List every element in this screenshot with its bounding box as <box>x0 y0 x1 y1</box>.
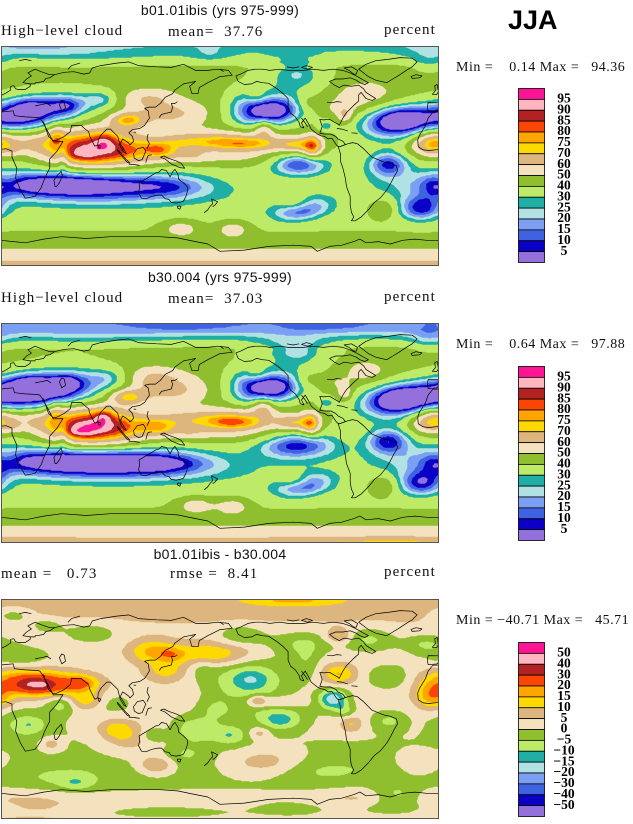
svg-text:10: 10 <box>557 232 571 247</box>
svg-text:90: 90 <box>557 101 571 116</box>
svg-text:80: 80 <box>557 401 571 416</box>
svg-text:10: 10 <box>557 699 571 714</box>
svg-text:20: 20 <box>557 488 571 503</box>
svg-text:5: 5 <box>561 521 568 536</box>
svg-text:30: 30 <box>557 666 571 681</box>
svg-text:40: 40 <box>557 655 571 670</box>
svg-text:15: 15 <box>557 688 571 703</box>
svg-text:40: 40 <box>557 178 571 193</box>
svg-text:−15: −15 <box>553 753 574 768</box>
svg-text:15: 15 <box>557 499 571 514</box>
svg-text:95: 95 <box>557 369 571 384</box>
svg-text:85: 85 <box>557 112 571 127</box>
svg-text:20: 20 <box>557 210 571 225</box>
svg-text:−5: −5 <box>557 732 572 747</box>
svg-text:30: 30 <box>557 467 571 482</box>
svg-text:25: 25 <box>557 199 571 214</box>
svg-text:−50: −50 <box>553 797 574 812</box>
svg-text:15: 15 <box>557 221 571 236</box>
svg-text:30: 30 <box>557 189 571 204</box>
svg-text:5: 5 <box>561 710 568 725</box>
svg-text:40: 40 <box>557 456 571 471</box>
svg-text:25: 25 <box>557 477 571 492</box>
svg-text:10: 10 <box>557 510 571 525</box>
svg-text:70: 70 <box>557 423 571 438</box>
svg-text:60: 60 <box>557 156 571 171</box>
svg-text:60: 60 <box>557 434 571 449</box>
svg-text:−40: −40 <box>553 786 574 801</box>
svg-text:80: 80 <box>557 123 571 138</box>
svg-text:90: 90 <box>557 379 571 394</box>
svg-text:−10: −10 <box>553 743 574 758</box>
svg-text:−20: −20 <box>553 764 574 779</box>
svg-text:50: 50 <box>557 167 571 182</box>
svg-text:20: 20 <box>557 677 571 692</box>
svg-text:50: 50 <box>557 445 571 460</box>
svg-text:70: 70 <box>557 145 571 160</box>
svg-text:50: 50 <box>557 645 571 660</box>
svg-text:5: 5 <box>561 243 568 258</box>
svg-text:85: 85 <box>557 390 571 405</box>
svg-text:0: 0 <box>561 721 568 736</box>
svg-text:95: 95 <box>557 91 571 106</box>
svg-text:75: 75 <box>557 134 571 149</box>
svg-text:75: 75 <box>557 412 571 427</box>
svg-text:−30: −30 <box>553 775 574 790</box>
